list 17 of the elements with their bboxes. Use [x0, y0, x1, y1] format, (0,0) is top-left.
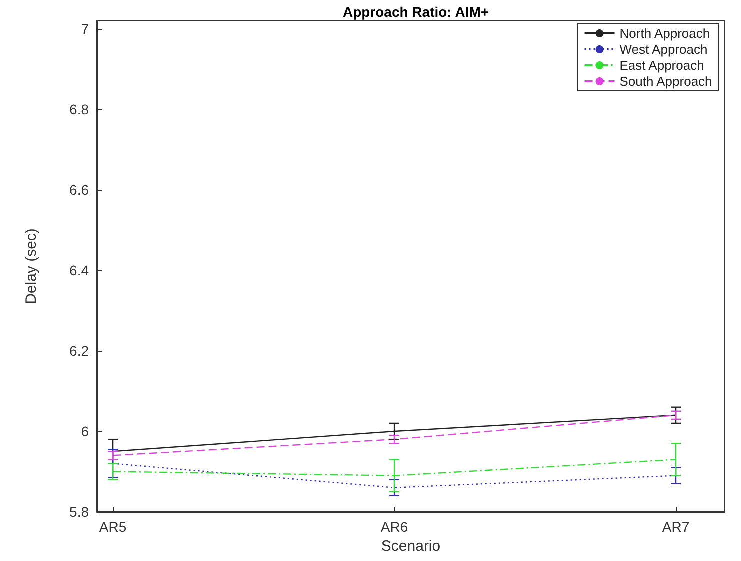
y-tick-label: 6.4	[70, 262, 90, 279]
x-tick-label: AR6	[380, 519, 408, 535]
y-tick-label: 6.8	[70, 102, 90, 118]
y-tick-label: 6.2	[70, 343, 90, 360]
y-tick-label: 6	[81, 424, 90, 440]
y-tick-label: 7	[81, 21, 90, 38]
x-tick-label: AR7	[662, 519, 690, 535]
chart-title: Approach Ratio: AIM+	[342, 4, 490, 20]
legend-label: South Approach	[620, 74, 712, 89]
legend-label: West Approach	[620, 42, 708, 57]
y-tick-label: 5.8	[70, 504, 90, 520]
y-tick-label: 6.6	[70, 182, 90, 198]
x-tick-label: AR5	[99, 519, 127, 535]
legend-label: East Approach	[620, 58, 704, 73]
legend-label: North Approach	[620, 26, 710, 41]
x-axis-title: Scenario	[381, 538, 441, 555]
y-axis-title: Delay (sec)	[23, 228, 40, 304]
